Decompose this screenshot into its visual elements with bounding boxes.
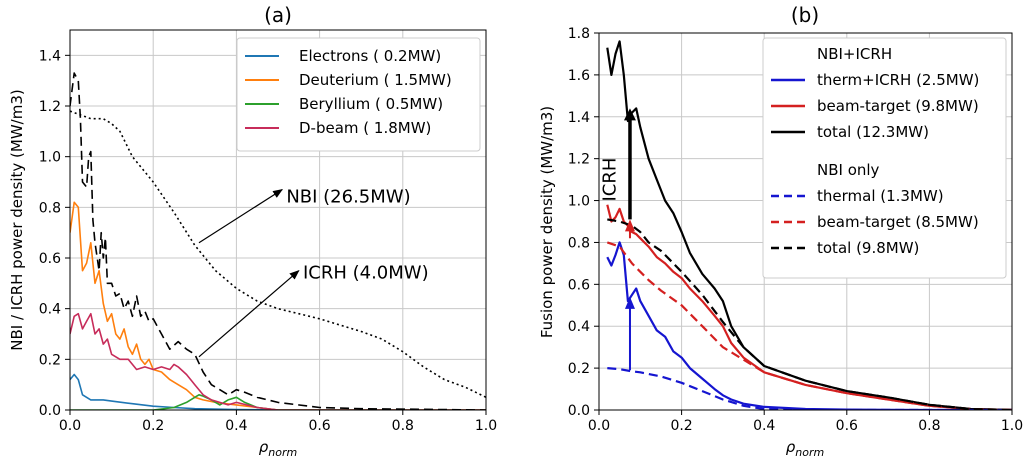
x-axis-label-a-base: ρ [259,438,269,456]
icrh-arrow-head [624,296,635,309]
series-line [606,241,1012,410]
icrh-arrow-head [624,219,635,232]
x-tick-label: 0.0 [588,418,610,434]
y-tick-label: 1.4 [39,48,61,64]
panel-b: 0.0 0.2 0.4 0.6 0.8 1.0 0.0 0.2 0.4 0.6 0.8 1.0 1.2 1… [538,3,1023,459]
y-tick-label: 0.8 [568,235,590,251]
y-axis-label-a: NBI / ICRH power density (MW/m3) [8,89,26,350]
y-tick-label: 1.2 [39,99,61,115]
x-axis-label-b: ρnorm [786,438,824,459]
x-tick-label: 0.4 [753,418,775,434]
legend-box-b [762,37,1007,279]
panel-title-b: (b) [791,3,819,27]
x-tick-label: 0.8 [392,418,414,434]
y-tick-label: 0.4 [39,302,61,318]
series-line [607,218,1012,410]
annotation-arrow [198,189,284,244]
legend-label: Electrons ( 0.2MW) [299,47,441,65]
panel-title-a: (a) [264,3,292,27]
y-tick-label: 0.6 [568,277,590,293]
x-axis-label-a-sub: norm [268,446,297,459]
x-tick-label: 0.8 [918,418,940,434]
y-tick-label: 1.0 [568,194,590,210]
series-line [606,241,1012,410]
legend-b: NBI+ICRH therm+ICRH (2.5MW) beam-target (9… [762,37,1007,279]
annotation-label: NBI (26.5MW) [286,186,410,207]
annotation-label: ICRH [600,158,621,202]
y-tick-label: 0.0 [39,403,61,419]
series-line [70,72,486,410]
legend-group-title: NBI only [817,161,880,179]
y-tick-label: 1.0 [39,150,61,166]
legend-label: D-beam ( 1.8MW) [299,119,431,137]
legend-label: thermal (1.3MW) [817,187,944,205]
x-tick-label: 1.0 [475,418,497,434]
legend-group-title: NBI+ICRH [817,45,892,63]
series-line [70,312,486,410]
plot-frame-b [598,32,1013,411]
y-tick-label: 0.6 [39,251,61,267]
legend-box-a [236,37,481,152]
x-axis-label-b-base: ρ [786,438,796,456]
x-tick-label: 0.0 [59,418,81,434]
legend-a: Electrons ( 0.2MW) Deuterium ( 1.5MW) Bery… [236,37,481,152]
y-tick-label: 1.4 [568,110,590,126]
y-tick-label: 0.2 [39,352,61,368]
series-line [607,367,1012,410]
legend-label: total (9.8MW) [817,239,919,257]
y-tick-label: 0.2 [568,361,590,377]
x-tick-label: 0.6 [836,418,858,434]
x-axis-label-b-sub: norm [795,446,824,459]
legend-label: beam-target (8.5MW) [817,213,979,231]
series-line [70,373,486,410]
legend-label: Beryllium ( 0.5MW) [299,95,443,113]
panel-a: 0.0 0.2 0.4 0.6 0.8 1.0 0.0 0.2 0.4 0.6 0.8 1.0 1.2 1… [8,3,497,459]
y-tick-label: 0.4 [568,319,590,335]
x-tick-label: 0.6 [308,418,330,434]
series-line [606,40,1012,410]
legend-label: beam-target (9.8MW) [817,97,979,115]
y-tick-label: 0.8 [39,200,61,216]
x-tick-label: 0.4 [225,418,247,434]
x-tick-label: 1.0 [1001,418,1023,434]
y-tick-label: 1.6 [568,68,590,84]
legend-label: total (12.3MW) [817,123,929,141]
legend-label: Deuterium ( 1.5MW) [299,71,452,89]
plot-frame-a [69,29,487,411]
icrh-arrow-head [623,108,636,121]
series-line [70,201,486,410]
annotation-label: ICRH (4.0MW) [303,262,429,283]
x-axis-label-a: ρnorm [259,438,297,459]
y-tick-label: 1.8 [568,26,590,42]
y-tick-label: 1.2 [568,152,590,168]
y-tick-label: 0.0 [568,403,590,419]
x-tick-label: 0.2 [142,418,164,434]
legend-label: therm+ICRH (2.5MW) [817,71,979,89]
annotation-arrow [198,270,300,358]
x-tick-label: 0.2 [670,418,692,434]
y-axis-label-b: Fusion power density (MW/m3) [538,106,556,338]
